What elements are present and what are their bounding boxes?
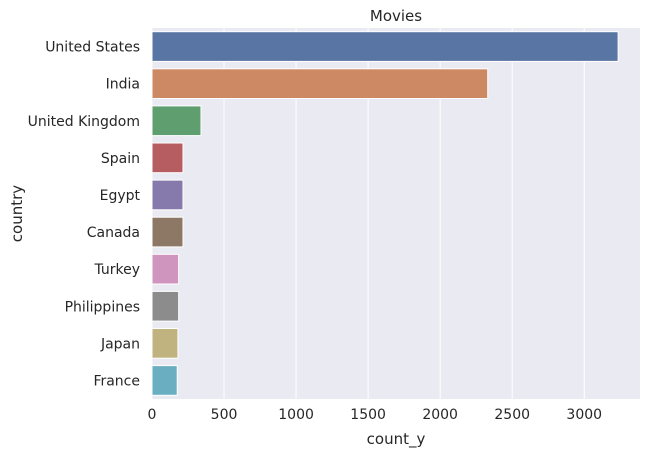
bar [151,31,619,62]
y-tick-label: France [93,373,140,389]
x-tick-label: 3000 [566,407,602,423]
x-axis-label: count_y [367,430,426,449]
y-tick-label: Egypt [100,188,141,204]
x-tick-label: 1000 [278,407,314,423]
bar [151,216,184,248]
x-tick-label: 2500 [494,407,530,423]
y-tick-label: Turkey [93,262,140,278]
bar [151,365,178,396]
y-tick-label: United States [45,40,140,56]
y-tick-label: Spain [101,151,140,167]
y-axis-label: country [8,185,26,242]
bar [151,68,489,99]
x-tick-labels: 0 500 1000 1500 2000 2500 3000 [148,407,603,423]
bar [151,105,202,137]
x-tick-label: 0 [148,407,157,423]
chart-title: Movies [370,7,422,25]
y-tick-labels: United States India United Kingdom Spain Egy… [28,40,141,390]
bar [151,290,180,322]
bar [151,253,180,285]
y-tick-label: United Kingdom [28,114,140,130]
y-tick-label: India [106,77,140,93]
bar [151,179,184,211]
bars [151,31,619,396]
y-tick-label: Canada [87,225,140,241]
bar [151,142,184,174]
bar [151,328,179,359]
x-tick-label: 2000 [422,407,458,423]
x-tick-label: 500 [211,407,238,423]
y-tick-label: Philippines [65,299,140,315]
x-tick-label: 1500 [350,407,386,423]
y-tick-label: Japan [100,336,140,352]
